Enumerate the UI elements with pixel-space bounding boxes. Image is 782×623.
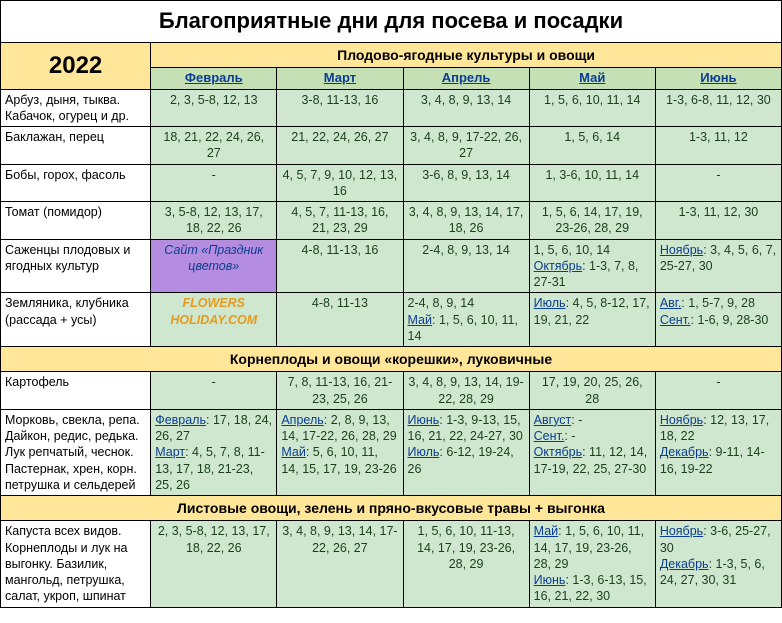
row-label: Арбуз, дыня, тыква. Кабачок, огурец и др…	[1, 89, 151, 127]
data-cell: 4, 5, 7, 9, 10, 12, 13, 16	[277, 164, 403, 202]
data-cell: 1, 5, 6, 14	[529, 127, 655, 165]
data-cell: 18, 21, 22, 24, 26, 27	[151, 127, 277, 165]
month-may: Май	[529, 67, 655, 89]
row-label: Бобы, горох, фасоль	[1, 164, 151, 202]
row-label: Саженцы плодовых и ягодных культур	[1, 239, 151, 293]
data-cell: -	[655, 372, 781, 410]
data-cell-multi: Авг.: 1, 5-7, 9, 28Сент.: 1-6, 9, 28-30	[655, 293, 781, 347]
data-cell: 2, 3, 5-8, 12, 13	[151, 89, 277, 127]
data-cell-multi: Ноябрь: 3-6, 25-27, 30Декабрь: 1-3, 5, 6…	[655, 521, 781, 607]
data-cell: 3, 4, 8, 9, 13, 14	[403, 89, 529, 127]
data-cell-multi: 1, 5, 6, 10, 14Октябрь: 1-3, 7, 8, 27-31	[529, 239, 655, 293]
data-cell: 3-8, 11-13, 16	[277, 89, 403, 127]
data-cell: -	[655, 164, 781, 202]
row-label: Морковь, свекла, репа. Дайкон, редис, ре…	[1, 409, 151, 495]
section-2-header: Корнеплоды и овощи «корешки», луковичные	[1, 347, 782, 372]
row-label: Томат (помидор)	[1, 202, 151, 240]
data-cell: 7, 8, 11-13, 16, 21-23, 25, 26	[277, 372, 403, 410]
data-cell-multi: Август: -Сент.: -Октябрь: 11, 12, 14, 17…	[529, 409, 655, 495]
promo-cell-2: FLOWERS HOLIDAY.COM	[151, 293, 277, 347]
data-cell: -	[151, 164, 277, 202]
data-cell: 1, 3-6, 10, 11, 14	[529, 164, 655, 202]
year: 2022	[1, 42, 151, 89]
row-label: Капуста всех видов. Корнеплоды и лук на …	[1, 521, 151, 607]
data-cell-multi: 2-4, 8, 9, 14Май: 1, 5, 6, 10, 11, 14	[403, 293, 529, 347]
data-cell: 4, 5, 7, 11-13, 16, 21, 23, 29	[277, 202, 403, 240]
table-row: Бобы, горох, фасоль - 4, 5, 7, 9, 10, 12…	[1, 164, 782, 202]
data-cell: 2-4, 8, 9, 13, 14	[403, 239, 529, 293]
data-cell: 21, 22, 24, 26, 27	[277, 127, 403, 165]
table-row: Томат (помидор) 3, 5-8, 12, 13, 17, 18, …	[1, 202, 782, 240]
table-row: Земляника, клубника (рассада + усы) FLOW…	[1, 293, 782, 347]
data-cell-multi: Июнь: 1-3, 9-13, 15, 16, 21, 22, 24-27, …	[403, 409, 529, 495]
data-cell-multi: Ноябрь: 12, 13, 17, 18, 22Декабрь: 9-11,…	[655, 409, 781, 495]
row-label: Земляника, клубника (рассада + усы)	[1, 293, 151, 347]
data-cell: 1, 5, 6, 14, 17, 19, 23-26, 28, 29	[529, 202, 655, 240]
row-label: Баклажан, перец	[1, 127, 151, 165]
data-cell: 2, 3, 5-8, 12, 13, 17, 18, 22, 26	[151, 521, 277, 607]
row-label: Картофель	[1, 372, 151, 410]
data-cell: 1-3, 11, 12, 30	[655, 202, 781, 240]
data-cell: 3, 4, 8, 9, 13, 14, 19-22, 28, 29	[403, 372, 529, 410]
data-cell: 3, 4, 8, 9, 17-22, 26, 27	[403, 127, 529, 165]
data-cell: 3, 5-8, 12, 13, 17, 18, 22, 26	[151, 202, 277, 240]
data-cell: 1, 5, 6, 10, 11, 14	[529, 89, 655, 127]
month-jun: Июнь	[655, 67, 781, 89]
table-row: Картофель - 7, 8, 11-13, 16, 21-23, 25, …	[1, 372, 782, 410]
table-row: Баклажан, перец 18, 21, 22, 24, 26, 27 2…	[1, 127, 782, 165]
data-cell-multi: Июль: 4, 5, 8-12, 17, 19, 21, 22	[529, 293, 655, 347]
table-row: Саженцы плодовых и ягодных культур Сайт …	[1, 239, 782, 293]
main-title: Благоприятные дни для посева и посадки	[1, 1, 782, 43]
data-cell: 3, 4, 8, 9, 13, 14, 17, 18, 26	[403, 202, 529, 240]
data-cell-multi: Апрель: 2, 8, 9, 13, 14, 17-22, 26, 28, …	[277, 409, 403, 495]
data-cell: 1, 5, 6, 10, 11-13, 14, 17, 19, 23-26, 2…	[403, 521, 529, 607]
promo-cell-1: Сайт «Праздник цветов»	[151, 239, 277, 293]
data-cell: 1-3, 11, 12	[655, 127, 781, 165]
month-feb: Февраль	[151, 67, 277, 89]
data-cell-multi: Февраль: 17, 18, 24, 26, 27Март: 4, 5, 7…	[151, 409, 277, 495]
month-mar: Март	[277, 67, 403, 89]
data-cell-multi: Ноябрь: 3, 4, 5, 6, 7, 25-27, 30	[655, 239, 781, 293]
data-cell: 4-8, 11-13	[277, 293, 403, 347]
data-cell: 1-3, 6-8, 11, 12, 30	[655, 89, 781, 127]
section-1-header: Плодово-ягодные культуры и овощи	[151, 42, 782, 67]
month-apr: Апрель	[403, 67, 529, 89]
data-cell: 3-6, 8, 9, 13, 14	[403, 164, 529, 202]
data-cell-multi: Май: 1, 5, 6, 10, 11, 14, 17, 19, 23-26,…	[529, 521, 655, 607]
table-row: Капуста всех видов. Корнеплоды и лук на …	[1, 521, 782, 607]
table-row: Морковь, свекла, репа. Дайкон, редис, ре…	[1, 409, 782, 495]
data-cell: -	[151, 372, 277, 410]
section-3-header: Листовые овощи, зелень и пряно-вкусовые …	[1, 496, 782, 521]
table-row: Арбуз, дыня, тыква. Кабачок, огурец и др…	[1, 89, 782, 127]
data-cell: 3, 4, 8, 9, 13, 14, 17-22, 26, 27	[277, 521, 403, 607]
data-cell: 17, 19, 20, 25, 26, 28	[529, 372, 655, 410]
data-cell: 4-8, 11-13, 16	[277, 239, 403, 293]
